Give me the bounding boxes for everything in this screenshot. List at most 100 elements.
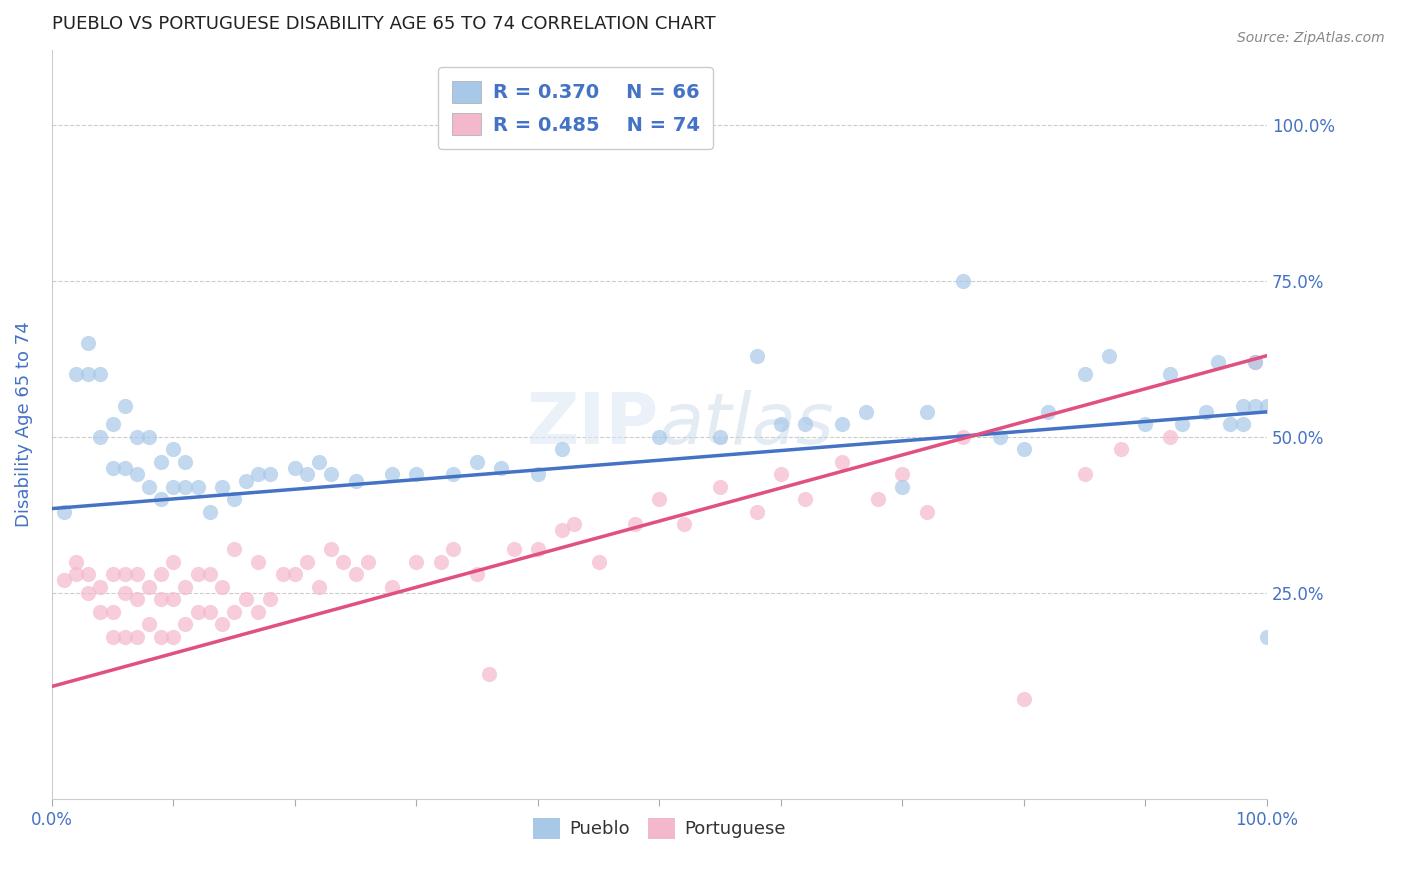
Point: [1232, 399, 1254, 413]
Point: [1243, 399, 1265, 413]
Point: [332, 555, 354, 569]
Point: [952, 430, 974, 444]
Point: [138, 430, 160, 444]
Point: [222, 605, 245, 619]
Point: [794, 492, 817, 507]
Point: [271, 567, 294, 582]
Point: [1243, 355, 1265, 369]
Point: [114, 567, 136, 582]
Point: [125, 467, 148, 482]
Point: [174, 480, 197, 494]
Point: [465, 455, 488, 469]
Point: [150, 592, 173, 607]
Point: [988, 430, 1011, 444]
Point: [1109, 442, 1132, 457]
Point: [235, 474, 257, 488]
Point: [77, 368, 100, 382]
Point: [150, 630, 173, 644]
Point: [1195, 405, 1218, 419]
Point: [150, 567, 173, 582]
Point: [465, 567, 488, 582]
Point: [101, 630, 124, 644]
Point: [198, 605, 221, 619]
Point: [259, 592, 281, 607]
Point: [162, 630, 184, 644]
Point: [211, 617, 233, 632]
Point: [745, 349, 768, 363]
Point: [295, 467, 318, 482]
Point: [150, 492, 173, 507]
Point: [794, 417, 817, 432]
Point: [247, 555, 270, 569]
Point: [769, 417, 792, 432]
Text: atlas: atlas: [659, 390, 834, 458]
Point: [174, 617, 197, 632]
Point: [114, 586, 136, 600]
Point: [381, 580, 404, 594]
Point: [1256, 399, 1278, 413]
Point: [65, 368, 87, 382]
Point: [259, 467, 281, 482]
Point: [162, 592, 184, 607]
Point: [624, 517, 647, 532]
Point: [321, 542, 343, 557]
Point: [891, 480, 914, 494]
Point: [527, 467, 550, 482]
Point: [89, 580, 111, 594]
Point: [1232, 417, 1254, 432]
Point: [1135, 417, 1157, 432]
Point: [125, 430, 148, 444]
Point: [284, 567, 307, 582]
Point: [187, 567, 209, 582]
Point: [89, 368, 111, 382]
Point: [114, 461, 136, 475]
Point: [114, 399, 136, 413]
Point: [745, 505, 768, 519]
Point: [247, 605, 270, 619]
Point: [150, 455, 173, 469]
Point: [357, 555, 380, 569]
Text: ZIP: ZIP: [527, 390, 659, 458]
Point: [769, 467, 792, 482]
Point: [101, 567, 124, 582]
Point: [405, 467, 427, 482]
Point: [1206, 355, 1229, 369]
Point: [1243, 355, 1265, 369]
Point: [187, 605, 209, 619]
Point: [648, 430, 671, 444]
Point: [198, 567, 221, 582]
Point: [198, 505, 221, 519]
Legend: Pueblo, Portuguese: Pueblo, Portuguese: [526, 811, 793, 846]
Point: [709, 480, 731, 494]
Point: [551, 442, 574, 457]
Point: [138, 617, 160, 632]
Point: [65, 555, 87, 569]
Point: [1159, 368, 1181, 382]
Text: Source: ZipAtlas.com: Source: ZipAtlas.com: [1237, 31, 1385, 45]
Point: [77, 567, 100, 582]
Point: [52, 574, 75, 588]
Text: PUEBLO VS PORTUGUESE DISABILITY AGE 65 TO 74 CORRELATION CHART: PUEBLO VS PORTUGUESE DISABILITY AGE 65 T…: [52, 15, 716, 33]
Point: [284, 461, 307, 475]
Point: [101, 461, 124, 475]
Point: [491, 461, 513, 475]
Point: [1073, 368, 1095, 382]
Point: [101, 605, 124, 619]
Point: [162, 480, 184, 494]
Point: [1098, 349, 1121, 363]
Point: [1036, 405, 1059, 419]
Point: [672, 517, 695, 532]
Point: [211, 580, 233, 594]
Point: [235, 592, 257, 607]
Point: [162, 442, 184, 457]
Point: [1012, 692, 1035, 706]
Point: [527, 542, 550, 557]
Point: [381, 467, 404, 482]
Point: [308, 580, 330, 594]
Point: [162, 555, 184, 569]
Point: [101, 417, 124, 432]
Point: [138, 480, 160, 494]
Point: [125, 630, 148, 644]
Point: [915, 505, 938, 519]
Point: [52, 505, 75, 519]
